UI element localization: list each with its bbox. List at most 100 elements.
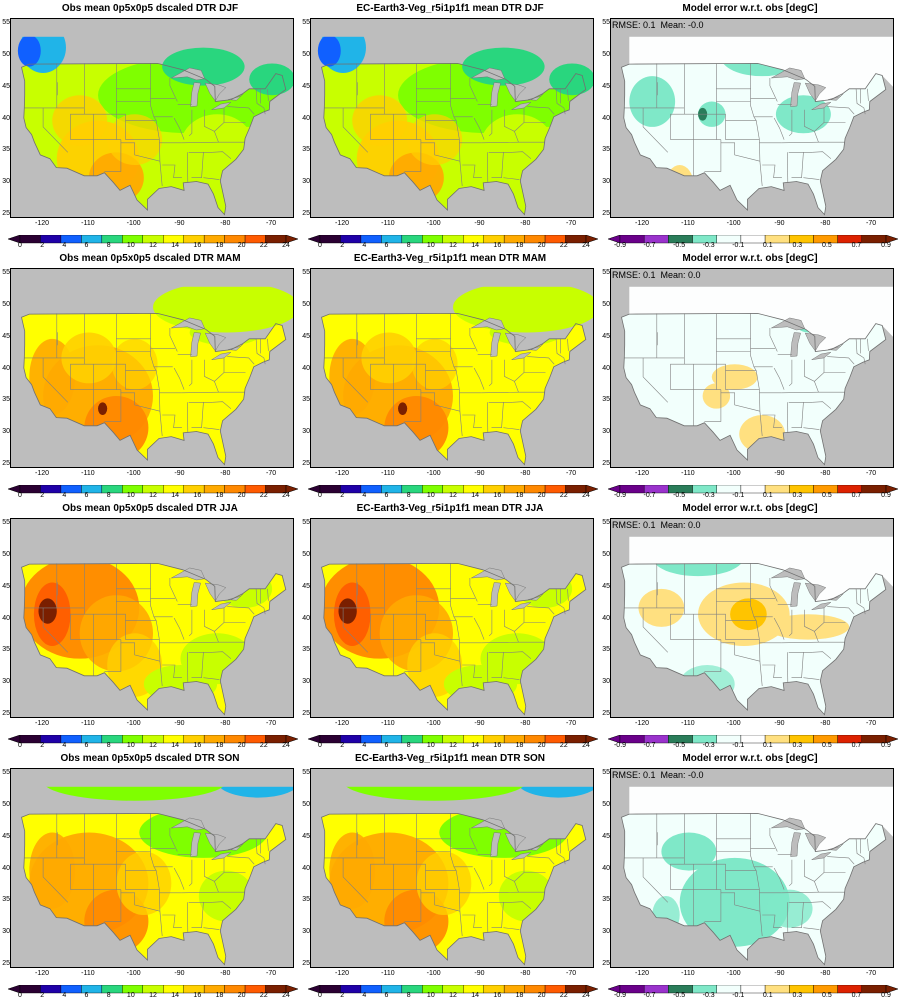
state-border [356,582,358,596]
great-lake [204,82,227,102]
y-tick-label: 30 [302,928,310,936]
state-border [214,122,246,132]
y-tick-label: 25 [302,959,310,967]
no-data-strip [11,19,293,37]
state-border [370,563,385,640]
state-border [56,832,58,846]
state-border [503,177,520,180]
colorbar-svg [607,984,899,994]
colorbar-tick-label: -0.5 [673,992,686,999]
state-border [555,338,566,365]
state-border [491,152,504,178]
state-border [803,177,820,180]
colorbar-tick-label: 0.7 [851,492,862,499]
state-border [512,151,532,159]
y-tick-label: 40 [302,364,310,372]
colorbar-tick-label: 4 [62,242,67,249]
chart-title: Obs mean 0p5x0p5 dscaled DTR JJA [62,503,238,514]
great-lake [811,351,832,361]
colorbar-svg [607,734,899,744]
colorbar-svg [607,234,899,244]
x-tick-label: -100 [426,970,441,977]
state-border [342,357,369,403]
colorbar-tick-label: 0.5 [822,492,832,499]
y-tick-label: 30 [302,678,310,686]
x-tick-label: -80 [520,220,531,227]
y-tick-label: 25 [602,209,610,217]
state-border [420,892,460,912]
state-border [420,642,460,662]
state-border [491,902,504,928]
great-lake [490,582,501,607]
colorbar-tick-label: 10 [126,992,135,999]
state-border [267,338,269,351]
y-tick-label: 40 [2,114,10,122]
colorbar-tick-label: 14 [471,742,480,749]
orange-patch [416,851,472,916]
map-svg [311,19,593,217]
state-border [704,639,722,672]
state-border [720,642,760,662]
chart-title: Model error w.r.t. obs [degC] [682,503,818,514]
x-tick-label: -80 [820,970,831,977]
colorbar-tick-label: 6 [384,742,389,749]
colorbar-tick-label: 2 [40,742,45,749]
teal-patch [462,47,545,86]
colorbar-tick-label: 20 [537,492,546,499]
y-tick-label: 45 [302,332,310,340]
y-tick-label: 25 [2,709,10,717]
state-border [203,177,220,180]
state-border [473,367,485,390]
state-border [527,606,555,615]
state-border [555,588,566,615]
colorbar-tick-label: 6 [384,992,389,999]
country-border [321,562,587,716]
x-tick-label: -100 [126,470,141,477]
colorbar-tick-label: 14 [471,242,480,249]
state-border [867,88,869,101]
state-border [514,122,546,132]
x-tick-label: -110 [381,220,395,227]
colorbar-tick-label: -0.7 [643,742,656,749]
x-tick-label: -100 [426,720,441,727]
colorbar-tick-label: 0 [18,242,22,249]
colorbar-tick-label: -0.3 [702,992,715,999]
x-tick-label: -70 [566,970,577,977]
state-border [181,891,246,894]
colorbar-tick-label: 12 [149,492,157,499]
state-border [404,139,422,172]
state-border [827,106,855,115]
great-lake [511,101,532,111]
colorbar-tick-label: 8 [406,242,411,249]
y-tick-label: 30 [302,428,310,436]
state-border [803,427,820,430]
state-border [169,828,178,852]
y-tick-label: 35 [302,896,310,904]
state-border [212,151,232,159]
map-frame [310,768,594,968]
map-svg [311,519,593,717]
negative-patch [629,76,676,127]
colorbar-tick-label: 24 [582,742,590,749]
map-frame [10,18,294,218]
state-border [120,142,160,162]
state-border [855,838,866,865]
state-border [555,88,566,115]
map-svg [611,269,893,467]
blue-patch [317,34,341,67]
colorbar-tick-label: 14 [171,492,180,499]
colorbar: 0 2 4 6 8 10 12 14 16 18 20 22 24 [7,482,299,499]
map-svg [11,19,293,217]
colorbar-tick-label: 14 [171,242,180,249]
state-border [684,613,726,640]
colorbar-tick-label: 0.9 [881,992,891,999]
colorbar-tick-label: 22 [559,992,568,999]
x-tick-label: -80 [220,470,231,477]
rmse-value: RMSE: 0.1 [612,770,656,780]
colorbar-svg [307,984,599,994]
great-lake [204,332,227,352]
y-tick-label: 40 [2,614,10,622]
colorbar-tick-label: 22 [259,992,268,999]
y-tick-label: 55 [2,19,10,27]
colorbar-tick-label: 8 [406,992,411,999]
